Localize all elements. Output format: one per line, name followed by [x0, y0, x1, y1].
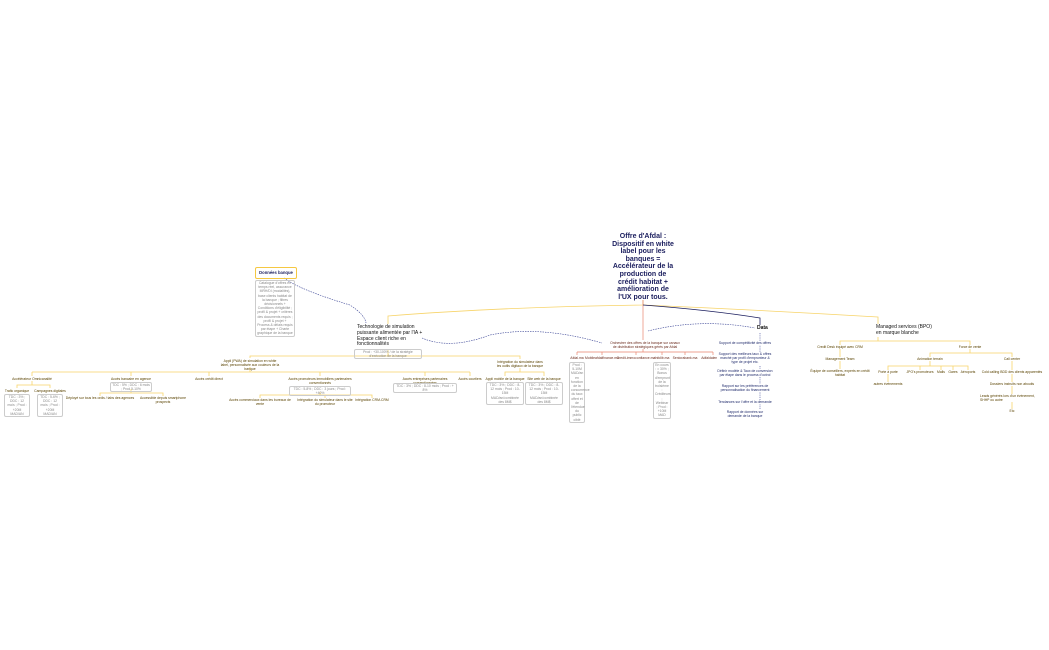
equipe-node[interactable]: Équipe de conseillers, experts en crédit… [810, 369, 870, 378]
afdal-metric: Prod : 5-10M MAD/an en fonction de la co… [569, 362, 590, 423]
direct-node[interactable]: Accès crédit direct [195, 377, 223, 381]
courtiers-node[interactable]: Accès courtiers [458, 377, 482, 381]
site-credit[interactable]: Credit-immoconfiance.ma [616, 356, 656, 360]
orchestrer-node[interactable]: Orchestrer des offres de la banque sur c… [610, 341, 680, 350]
commerciaux-node[interactable]: Accès commerciaux dans les bureaux de ve… [229, 398, 291, 407]
data-item[interactable]: Définir modèle & Taux de conversion par … [717, 369, 773, 378]
data-item[interactable]: Support de compétitivité des offres [717, 341, 773, 346]
tech-metric: Prod : +30-100% / de la stratégie d'exéc… [354, 349, 422, 360]
site-senior[interactable]: Seniorabank.ma [672, 356, 698, 360]
omni-node[interactable]: Accélérateur Omnicanalité [12, 377, 52, 381]
terrain-item[interactable]: JPO's promoteurs [906, 370, 934, 374]
managed-node[interactable]: Managed services (BPO) en marque blanche [876, 324, 932, 336]
site-afdal[interactable]: Afdal.ma [570, 356, 584, 360]
site-mobile[interactable]: Mobileafdalfinance.ma [585, 356, 619, 360]
terrain-item[interactable]: Gares [948, 370, 958, 374]
terrain-item[interactable]: Malls [937, 370, 945, 374]
data-item[interactable]: Rapport de données sur demande de la ban… [720, 410, 770, 419]
animation-node[interactable]: Animation terrain [917, 357, 943, 361]
terrain-item[interactable]: Aéroports [960, 370, 976, 374]
pwa-node[interactable]: Appli (PWA) de simulation en white label… [220, 359, 280, 372]
root-node[interactable]: Offre d'Afdal : Dispositif en white labe… [612, 233, 674, 301]
data-node[interactable]: Data [757, 325, 768, 331]
data-item[interactable]: Rapport sur les préférences de personnal… [720, 384, 770, 393]
appli-metric: TDC : 3% ; DDC : 8-12 mois ; Prod : 10-1… [486, 382, 524, 406]
call-item[interactable]: Dossiers instruits non aboutis [989, 382, 1035, 386]
site-metric: TDC : 3% ; DDC : 8-12 mois ; Prod : 10-1… [525, 382, 563, 406]
promoteurs-node[interactable]: Accès promoteurs immobiliers partenaires… [288, 377, 352, 386]
trafic-metric: TDC : 3% ; DDC : 12 mois ; Prod : +20M M… [4, 394, 30, 418]
appli-node[interactable]: Appli mobile de la banque [485, 377, 525, 381]
donnees-banque-node[interactable]: Données banque [255, 267, 297, 279]
crm-node[interactable]: Intégration CRM-CRM [355, 398, 389, 402]
smartphone-node[interactable]: Accessible depuis smartphone prospects [140, 396, 186, 405]
info-metric: En cours : ≈ 30% ; Bonus d'emprunt de la… [653, 362, 671, 419]
agence-node[interactable]: Accès bancaire en agence [111, 377, 151, 381]
call-item[interactable]: Etc [1009, 409, 1015, 413]
data-item[interactable]: Support des meilleurs taux & offres marc… [717, 352, 773, 365]
site-info[interactable]: Infolib.ma [654, 356, 670, 360]
call-item[interactable]: Leads générés lors d'un évènement, SHHP … [980, 394, 1035, 403]
agence-metric: TDC : 5% ; DDC : 6 mois ; Prod 5-10% [110, 382, 152, 393]
trafic-node[interactable]: Trafic organique [4, 389, 30, 393]
call-node[interactable]: Call center [1003, 357, 1021, 361]
deploye-node[interactable]: Déployé sur tous les ordis / tabs des ag… [65, 396, 135, 400]
mgmt-node[interactable]: Management Team [825, 357, 855, 361]
tech-node[interactable]: Technologie de simulation puissante alim… [357, 324, 423, 348]
desk-node[interactable]: Credit Desk équipé avec CRM [817, 345, 863, 349]
integration-node[interactable]: Intégration du simulateur dans les outil… [496, 360, 544, 369]
promoteurs-metric: TDC : 5-8% ; DDC : 3 jours ; Prod : +40% [289, 386, 351, 397]
call-item[interactable]: Cold calling BDD des clients apparentés [981, 370, 1043, 374]
site-promoteur-node[interactable]: Intégration du simulateur dans le site d… [297, 398, 353, 407]
site-node[interactable]: Site web de la banque [527, 377, 561, 381]
campagnes-metric: TDC : 5-6% ; DDC : 12 mois ; Prod : +20M… [37, 394, 63, 418]
site-adfal[interactable]: Adfaldalend.ma [701, 356, 725, 360]
autres-node[interactable]: autres évènements [873, 382, 903, 386]
campagnes-node[interactable]: Campagnes digitales [34, 389, 66, 393]
donnees-banque-desc: Catalogue d'offres en temps réel, assura… [255, 280, 295, 337]
terrain-item[interactable]: Porte à porte [878, 370, 898, 374]
data-item[interactable]: Tendances sur l'offre et la demande [717, 400, 773, 405]
force-node[interactable]: Force de vente [958, 345, 982, 349]
entreprises-metric: TDC : 3% ; DDC : 8-10 mois ; Prod : + 8% [393, 383, 457, 394]
